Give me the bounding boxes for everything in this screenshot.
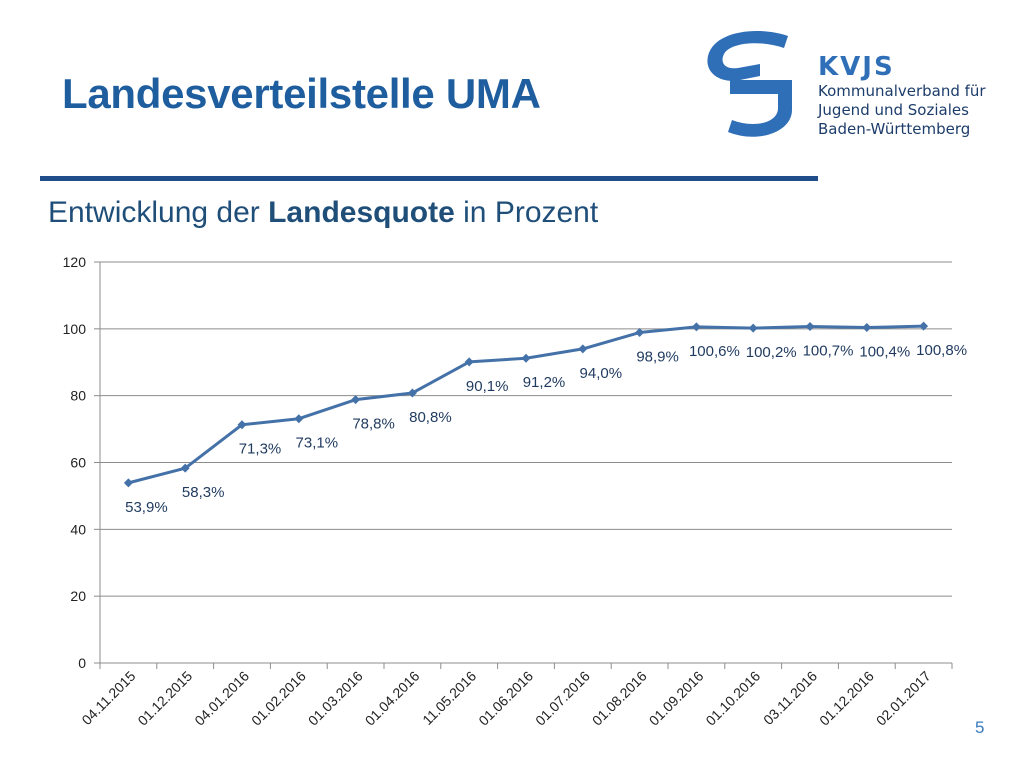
data-label-1: 58,3% bbox=[182, 484, 225, 501]
data-label-8: 94,0% bbox=[580, 365, 623, 382]
data-point-7 bbox=[521, 353, 531, 363]
kvjs-logo-mark bbox=[707, 30, 792, 137]
data-point-3 bbox=[294, 414, 304, 424]
x-tick-label-6: 11.05.2016 bbox=[419, 668, 479, 728]
page-number: 5 bbox=[975, 718, 985, 737]
data-label-9: 98,9% bbox=[636, 349, 679, 366]
logo-line-1: Kommunalverband für bbox=[818, 82, 986, 100]
subtitle-suffix: in Prozent bbox=[454, 196, 599, 229]
data-point-6 bbox=[464, 357, 474, 367]
x-tick-label-12: 03.11.2016 bbox=[760, 668, 820, 728]
data-point-1 bbox=[180, 463, 190, 473]
data-point-10 bbox=[691, 322, 701, 332]
data-label-3: 73,1% bbox=[296, 435, 339, 452]
y-tick-label-80: 80 bbox=[70, 388, 86, 404]
data-point-14 bbox=[919, 321, 929, 331]
x-tick-label-7: 01.06.2016 bbox=[475, 668, 536, 729]
logo-name: KVJS bbox=[818, 52, 895, 82]
data-label-10: 100,6% bbox=[689, 343, 740, 360]
data-point-13 bbox=[862, 322, 872, 332]
y-tick-label-20: 20 bbox=[70, 588, 86, 604]
x-tick-label-9: 01.08.2016 bbox=[589, 668, 650, 729]
data-point-4 bbox=[351, 395, 361, 405]
x-tick-label-5: 01.04.2016 bbox=[362, 668, 423, 729]
x-tick-label-1: 01.12.2015 bbox=[134, 668, 195, 729]
data-point-5 bbox=[407, 388, 417, 398]
x-tick-label-2: 04.01.2016 bbox=[191, 668, 252, 729]
data-point-11 bbox=[748, 323, 758, 333]
data-label-4: 78,8% bbox=[352, 416, 395, 433]
x-tick-label-13: 01.12.2016 bbox=[816, 668, 877, 729]
data-point-2 bbox=[237, 420, 247, 430]
x-tick-label-0: 04.11.2015 bbox=[78, 668, 138, 728]
x-tick-label-8: 01.07.2016 bbox=[532, 668, 593, 729]
data-label-11: 100,2% bbox=[746, 344, 797, 361]
kvjs-logo bbox=[700, 28, 990, 143]
slide-subtitle: Entwicklung der Landesquote in Prozent bbox=[48, 196, 598, 230]
y-tick-label-100: 100 bbox=[63, 321, 87, 337]
logo-line-3: Baden-Württemberg bbox=[818, 120, 971, 138]
x-tick-label-10: 01.09.2016 bbox=[646, 668, 707, 729]
y-tick-label-60: 60 bbox=[70, 455, 86, 471]
y-tick-label-40: 40 bbox=[70, 521, 86, 537]
data-point-9 bbox=[635, 328, 645, 338]
x-tick-label-4: 01.03.2016 bbox=[305, 668, 366, 729]
data-point-0 bbox=[123, 478, 133, 488]
data-label-5: 80,8% bbox=[409, 409, 452, 426]
data-point-8 bbox=[578, 344, 588, 354]
data-label-13: 100,4% bbox=[859, 343, 910, 360]
kvjs-logo-text: KVJS Kommunalverband für Jugend und Sozi… bbox=[818, 52, 986, 139]
x-tick-label-14: 02.01.2017 bbox=[873, 668, 934, 729]
y-tick-label-0: 0 bbox=[78, 655, 86, 671]
subtitle-emphasis: Landesquote bbox=[268, 196, 455, 229]
x-tick-label-11: 01.10.2016 bbox=[702, 668, 763, 729]
subtitle-prefix: Entwicklung der bbox=[48, 196, 269, 229]
data-label-12: 100,7% bbox=[803, 342, 854, 359]
data-label-14: 100,8% bbox=[916, 342, 967, 359]
landesquote-line-chart: 0 20 40 60 80 100 120 04.11.201501.12.201504.01… bbox=[63, 254, 967, 729]
data-label-0: 53,9% bbox=[125, 499, 168, 516]
x-tick-label-3: 01.02.2016 bbox=[248, 668, 309, 729]
data-point-12 bbox=[805, 321, 815, 331]
data-label-6: 90,1% bbox=[466, 378, 509, 395]
data-label-2: 71,3% bbox=[239, 441, 282, 458]
y-tick-label-120: 120 bbox=[63, 254, 87, 270]
logo-line-2: Jugend und Soziales bbox=[818, 101, 969, 119]
slide-title: Landesverteilstelle UMA bbox=[62, 70, 541, 117]
data-label-7: 91,2% bbox=[523, 374, 566, 391]
title-divider bbox=[40, 176, 818, 181]
